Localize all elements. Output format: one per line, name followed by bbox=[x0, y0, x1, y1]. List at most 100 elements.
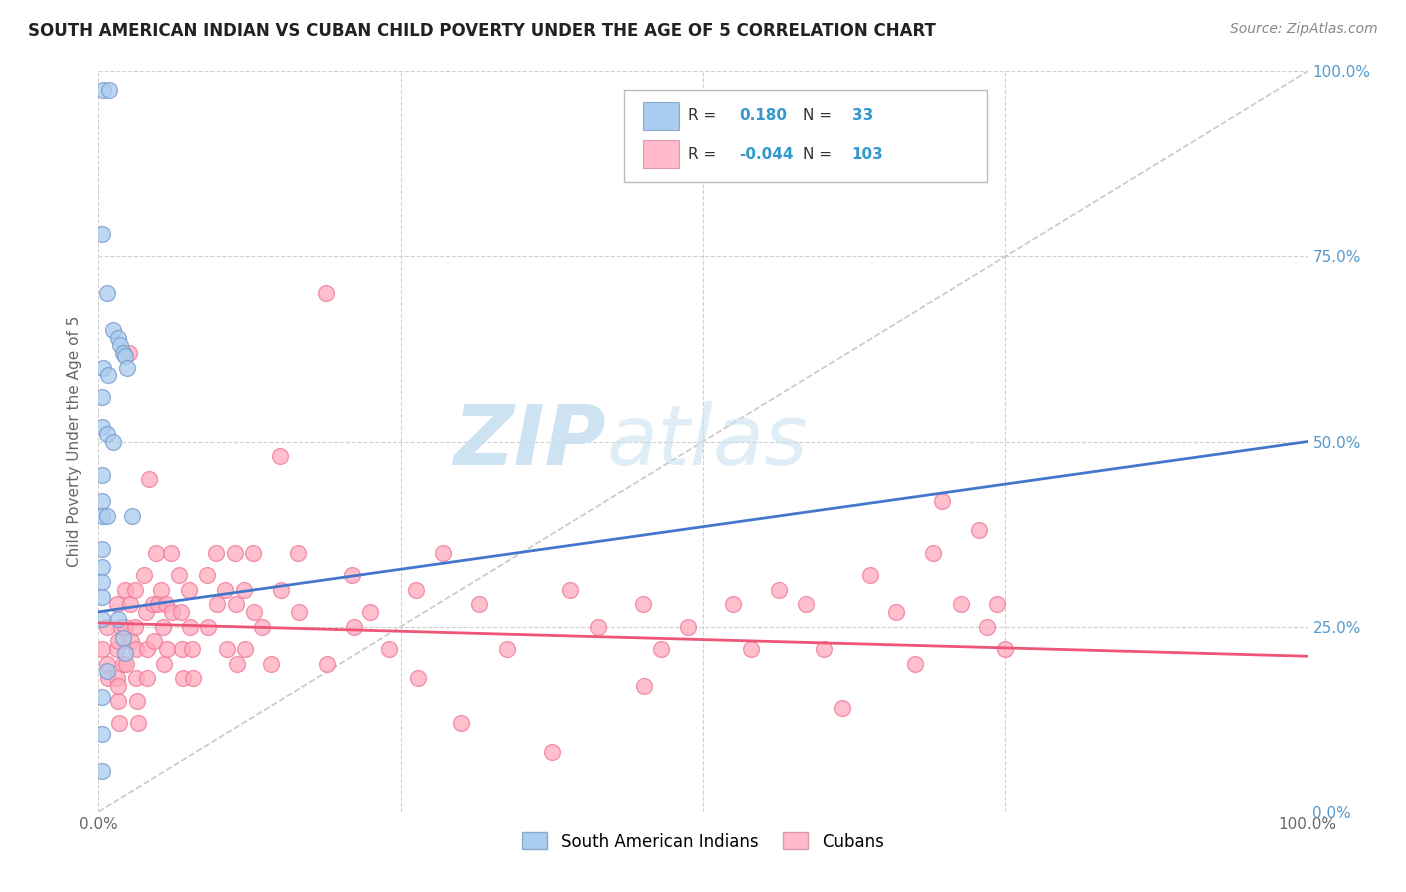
Point bbox=[633, 679, 655, 693]
Point bbox=[226, 657, 249, 671]
Point bbox=[205, 598, 228, 612]
Text: ZIP: ZIP bbox=[454, 401, 606, 482]
Point bbox=[156, 641, 179, 656]
Point bbox=[921, 546, 943, 560]
Point bbox=[270, 582, 292, 597]
Point bbox=[138, 471, 160, 485]
Point bbox=[105, 672, 128, 686]
Point bbox=[111, 657, 134, 671]
Text: Source: ZipAtlas.com: Source: ZipAtlas.com bbox=[1230, 22, 1378, 37]
Point bbox=[125, 641, 148, 656]
Point bbox=[96, 286, 118, 301]
Point bbox=[631, 598, 654, 612]
Point bbox=[172, 672, 194, 686]
Point bbox=[135, 605, 157, 619]
Legend: South American Indians, Cubans: South American Indians, Cubans bbox=[515, 824, 891, 859]
Point bbox=[114, 646, 136, 660]
Point bbox=[558, 582, 581, 597]
Point bbox=[91, 227, 114, 242]
Point bbox=[315, 286, 337, 301]
Point bbox=[260, 657, 283, 671]
Point bbox=[450, 715, 472, 730]
Point bbox=[859, 567, 882, 582]
Point bbox=[91, 83, 114, 97]
Point bbox=[250, 619, 273, 633]
Text: 0.180: 0.180 bbox=[740, 108, 787, 123]
Point bbox=[91, 612, 114, 626]
Point bbox=[195, 567, 218, 582]
Text: 103: 103 bbox=[852, 147, 883, 161]
Text: 33: 33 bbox=[852, 108, 873, 123]
Point bbox=[204, 546, 226, 560]
Point bbox=[127, 694, 149, 708]
Point bbox=[406, 672, 429, 686]
Point bbox=[97, 368, 120, 382]
Point bbox=[540, 746, 562, 760]
Point bbox=[994, 641, 1017, 656]
Point bbox=[986, 598, 1008, 612]
Y-axis label: Child Poverty Under the Age of 5: Child Poverty Under the Age of 5 bbox=[67, 316, 83, 567]
Point bbox=[180, 641, 202, 656]
Point bbox=[288, 605, 311, 619]
Point bbox=[496, 641, 519, 656]
Point bbox=[316, 657, 339, 671]
Point bbox=[904, 657, 927, 671]
Point bbox=[96, 664, 118, 678]
Point bbox=[107, 612, 129, 626]
Point bbox=[91, 467, 114, 482]
Point bbox=[740, 641, 762, 656]
Point bbox=[101, 434, 124, 449]
Point bbox=[232, 582, 254, 597]
Point bbox=[121, 508, 143, 523]
Point bbox=[91, 419, 114, 434]
Point bbox=[135, 672, 157, 686]
Point bbox=[179, 619, 201, 633]
Point bbox=[107, 679, 129, 693]
Point bbox=[152, 657, 174, 671]
Point bbox=[243, 605, 266, 619]
Point bbox=[377, 641, 399, 656]
Point bbox=[976, 619, 998, 633]
Text: SOUTH AMERICAN INDIAN VS CUBAN CHILD POVERTY UNDER THE AGE OF 5 CORRELATION CHAR: SOUTH AMERICAN INDIAN VS CUBAN CHILD POV… bbox=[28, 22, 936, 40]
Point bbox=[586, 619, 609, 633]
Point bbox=[111, 345, 134, 359]
Point bbox=[124, 582, 146, 597]
Point bbox=[214, 582, 236, 597]
Point bbox=[831, 701, 853, 715]
Point bbox=[107, 331, 129, 345]
Point bbox=[114, 350, 136, 364]
Point bbox=[342, 619, 364, 633]
Point bbox=[124, 619, 146, 633]
Point bbox=[146, 598, 169, 612]
Point bbox=[269, 450, 291, 464]
Point bbox=[91, 360, 114, 375]
Point bbox=[949, 598, 972, 612]
Text: R =: R = bbox=[689, 108, 721, 123]
Point bbox=[91, 541, 114, 556]
Point bbox=[111, 631, 134, 645]
Point bbox=[91, 764, 114, 778]
Point bbox=[96, 657, 118, 671]
Point bbox=[118, 598, 141, 612]
Point bbox=[96, 427, 118, 442]
Point bbox=[287, 546, 309, 560]
Point bbox=[108, 338, 131, 352]
Point bbox=[107, 634, 129, 648]
Point bbox=[108, 715, 131, 730]
Point bbox=[794, 598, 817, 612]
Point bbox=[224, 546, 246, 560]
Point bbox=[135, 641, 157, 656]
Point bbox=[150, 582, 173, 597]
Point bbox=[91, 727, 114, 741]
Text: N =: N = bbox=[803, 147, 837, 161]
Point bbox=[225, 598, 247, 612]
Point bbox=[242, 546, 264, 560]
Point bbox=[96, 619, 118, 633]
Point bbox=[142, 598, 165, 612]
Point bbox=[813, 641, 835, 656]
Point bbox=[160, 546, 183, 560]
Point bbox=[160, 605, 183, 619]
Point bbox=[145, 546, 167, 560]
Point bbox=[169, 605, 191, 619]
Point bbox=[127, 715, 149, 730]
